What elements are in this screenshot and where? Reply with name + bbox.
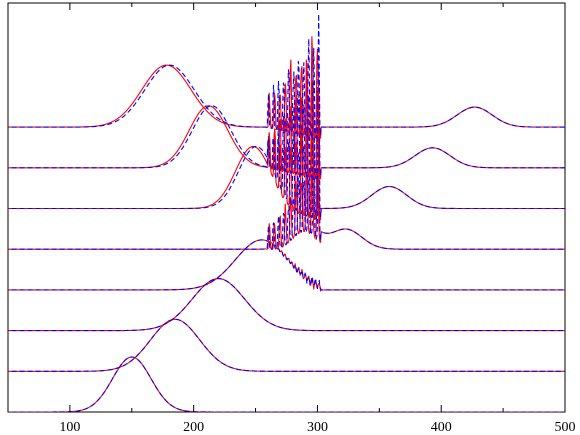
trace-2-dashed-line [8, 278, 565, 332]
plot-frame [7, 2, 566, 413]
trace-1-solid-line [8, 318, 565, 372]
trace-5-dashed-line [8, 112, 565, 220]
x-tick-label-400: 400 [431, 420, 452, 435]
trace-2-solid-line [8, 278, 565, 332]
trace-3-solid-line [8, 239, 565, 292]
x-tick-label-500: 500 [555, 420, 576, 435]
trace-3-dashed-line [8, 239, 565, 291]
x-axis-ticks [69, 3, 566, 412]
trace-4-dashed-line [8, 155, 565, 251]
trace-1-dashed-line [8, 318, 565, 372]
trace-6-dashed-line [8, 62, 565, 180]
x-axis-tick-labels: 100 200 300 400 500 [59, 420, 575, 435]
x-tick-label-300: 300 [307, 420, 328, 435]
trace-0-solid-line [8, 356, 565, 412]
trace-7-dashed-line [8, 13, 565, 139]
x-tick-label-100: 100 [59, 420, 80, 435]
trace-0-dashed-line [8, 356, 565, 412]
x-tick-label-200: 200 [183, 420, 204, 435]
trace-group [8, 13, 565, 412]
